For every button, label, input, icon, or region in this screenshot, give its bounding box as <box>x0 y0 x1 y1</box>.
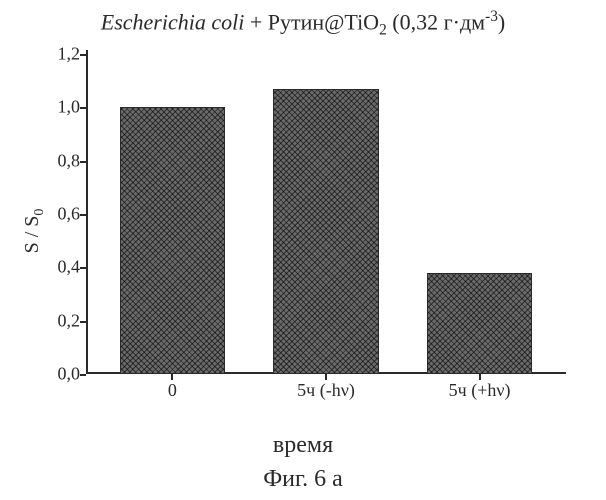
title-sup: -3 <box>485 8 498 25</box>
x-tick-mark <box>479 374 481 380</box>
y-tick-mark <box>80 161 86 163</box>
y-tick-label: 0,6 <box>40 204 80 225</box>
y-tick-label: 1,2 <box>40 44 80 65</box>
x-tick-label: 5ч (+hν) <box>449 380 511 401</box>
y-tick-label: 0,2 <box>40 310 80 331</box>
bar <box>120 107 226 374</box>
x-tick-mark <box>171 374 173 380</box>
bar-fill <box>120 107 226 374</box>
y-tick-mark <box>80 374 86 376</box>
y-tick-label: 0,4 <box>40 257 80 278</box>
plot-region: 0,00,20,40,60,81,01,205ч (-hν)5ч (+hν) <box>86 54 566 374</box>
y-tick-label: 0,8 <box>40 150 80 171</box>
bar <box>427 273 533 374</box>
x-tick-mark <box>325 374 327 380</box>
x-axis-title: время <box>0 432 606 459</box>
title-italic: Escherichia coli <box>101 9 245 34</box>
y-tick-mark <box>80 214 86 216</box>
y-tick-mark <box>80 107 86 109</box>
x-tick-label: 0 <box>168 380 177 401</box>
title-tail-close: ) <box>498 9 505 34</box>
figure-root: Escherichia coli + Рутин@TiO2 (0,32 г·дм… <box>0 0 606 500</box>
figure-caption: Фиг. 6 а <box>0 466 606 493</box>
bar-fill <box>273 89 379 374</box>
y-tick-mark <box>80 321 86 323</box>
title-plus: + Рутин@TiO <box>244 9 379 34</box>
bar <box>273 89 379 374</box>
chart-area: S / S0 0,00,20,40,60,81,01,205ч (-hν)5ч … <box>20 46 580 416</box>
bars-container <box>86 54 566 374</box>
y-tick-label: 0,0 <box>40 364 80 385</box>
x-tick-label: 5ч (-hν) <box>297 380 355 401</box>
bar-fill <box>427 273 533 374</box>
title-sub: 2 <box>379 22 387 39</box>
y-tick-label: 1,0 <box>40 97 80 118</box>
y-tick-mark <box>80 54 86 56</box>
title-tail-open: (0,32 г·дм <box>387 9 485 34</box>
y-tick-mark <box>80 267 86 269</box>
chart-title: Escherichia coli + Рутин@TiO2 (0,32 г·дм… <box>0 8 606 40</box>
